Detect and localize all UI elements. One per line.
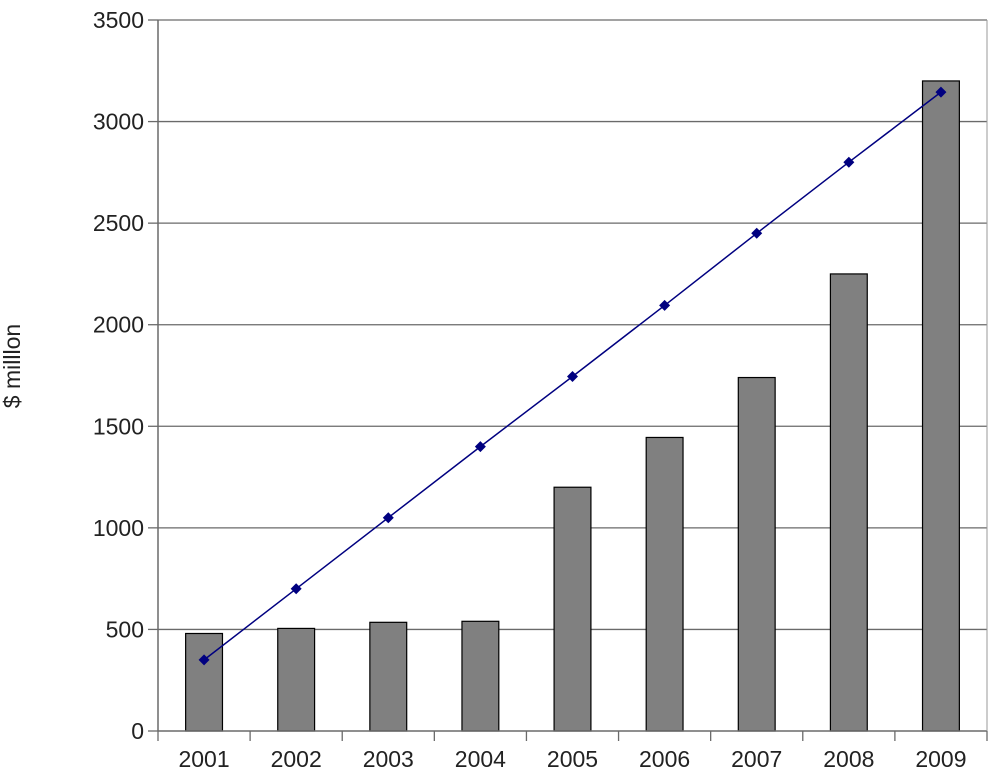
bar <box>461 620 500 732</box>
y-tick-label: 3500 <box>93 7 144 33</box>
bar <box>185 632 224 732</box>
x-tick-label: 2002 <box>271 746 322 772</box>
y-tick-label: 500 <box>106 616 144 642</box>
bar <box>921 80 960 732</box>
line-point <box>474 441 486 453</box>
bar <box>369 621 408 732</box>
x-tick-label: 2003 <box>363 746 414 772</box>
trend-line-series <box>198 86 947 666</box>
y-tick-label: 0 <box>131 718 144 744</box>
axis-ticks <box>148 19 988 741</box>
bar <box>737 376 776 732</box>
line-point <box>659 299 671 311</box>
y-tick-label: 3000 <box>93 109 144 135</box>
tick-labels: 0 500 1000 1500 2000 2500 3000 3500 2001 2002 2003… <box>93 7 967 772</box>
bar <box>553 486 592 732</box>
bar <box>829 273 868 732</box>
x-tick-label: 2006 <box>639 746 690 772</box>
y-tick-label: 1000 <box>93 515 144 541</box>
x-tick-label: 2007 <box>731 746 782 772</box>
line-point <box>843 156 855 168</box>
line-point <box>935 86 947 98</box>
line-point <box>290 583 302 595</box>
line-point <box>382 512 394 524</box>
x-tick-label: 2005 <box>547 746 598 772</box>
y-tick-label: 2000 <box>93 312 144 338</box>
bars <box>185 80 960 732</box>
x-tick-label: 2001 <box>178 746 229 772</box>
line-point <box>198 654 210 666</box>
line-point <box>567 371 578 383</box>
y-tick-label: 1500 <box>93 413 144 439</box>
x-tick-label: 2004 <box>455 746 506 772</box>
line-point <box>751 227 763 239</box>
axes <box>157 20 988 732</box>
x-tick-label: 2008 <box>823 746 874 772</box>
gridlines <box>158 19 987 631</box>
bar <box>277 627 316 732</box>
y-axis-title: $ milllon <box>0 324 25 408</box>
y-tick-label: 2500 <box>93 210 144 236</box>
x-tick-label: 2009 <box>915 746 966 772</box>
bar <box>645 436 684 732</box>
